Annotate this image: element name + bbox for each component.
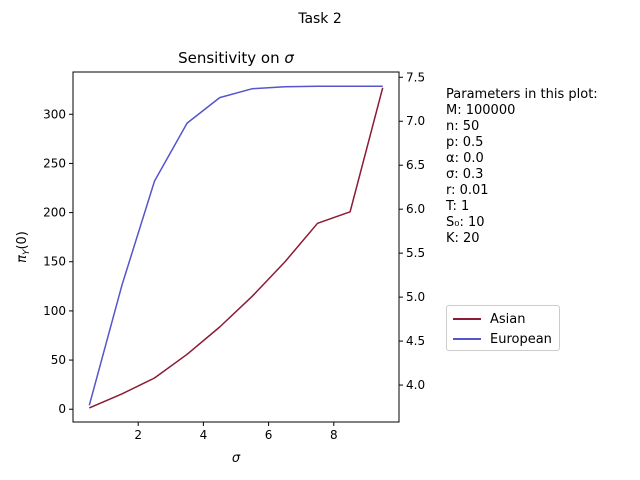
y-left-tick-label: 250 <box>43 156 66 170</box>
legend-item-asian: Asian <box>453 310 525 328</box>
y-right-tick-label: 7.5 <box>406 70 425 84</box>
x-tick-label: 6 <box>265 428 273 442</box>
y-right-tick-label: 6.5 <box>406 158 425 172</box>
param-line-alpha: α: 0.0 <box>446 151 484 166</box>
y-left-tick-label: 300 <box>43 107 66 121</box>
legend-swatch-european <box>453 338 481 340</box>
y-left-tick-label: 200 <box>43 206 66 220</box>
x-tick-label: 4 <box>200 428 208 442</box>
param-line-r: r: 0.01 <box>446 183 489 198</box>
param-line-s0: S₀: 10 <box>446 215 485 230</box>
legend-label-asian: Asian <box>490 311 526 327</box>
y-right-tick-label: 7.0 <box>406 114 425 128</box>
y-left-tick-label: 0 <box>58 402 66 416</box>
param-line-n: n: 50 <box>446 119 480 134</box>
series-line-asian <box>89 87 384 409</box>
parameters-heading: Parameters in this plot: <box>446 87 598 102</box>
param-line-m: M: 100000 <box>446 103 516 118</box>
parameters-box: Parameters in this plot: M: 100000 n: 50… <box>446 87 598 247</box>
y-left-tick-label: 50 <box>51 353 66 367</box>
chart-title: Sensitivity on σ <box>178 49 294 67</box>
plot-frame <box>72 71 400 423</box>
y-right-tick-label: 5.5 <box>406 246 425 260</box>
y-right-tick-label: 6.0 <box>406 202 425 216</box>
y-axis-label: πY(0) <box>15 231 32 263</box>
y-left-tick-label: 150 <box>43 255 66 269</box>
legend-item-european: European <box>453 330 552 348</box>
x-tick-label: 2 <box>134 428 142 442</box>
x-axis-label: σ <box>232 451 241 466</box>
param-line-k: K: 20 <box>446 231 480 246</box>
y-left-tick-label: 100 <box>43 304 66 318</box>
legend-swatch-asian <box>453 318 481 320</box>
y-right-tick-label: 5.0 <box>406 290 425 304</box>
legend: Asian European <box>446 305 560 351</box>
figure-title: Task 2 <box>297 11 342 27</box>
param-line-t: T: 1 <box>446 199 470 214</box>
legend-label-european: European <box>490 331 552 347</box>
param-line-sigma: σ: 0.3 <box>446 167 484 182</box>
series-line-european <box>88 85 383 406</box>
x-tick-label: 8 <box>330 428 338 442</box>
param-line-p: p: 0.5 <box>446 135 484 150</box>
y-right-tick-label: 4.0 <box>406 378 425 392</box>
y-right-tick-label: 4.5 <box>406 334 425 348</box>
